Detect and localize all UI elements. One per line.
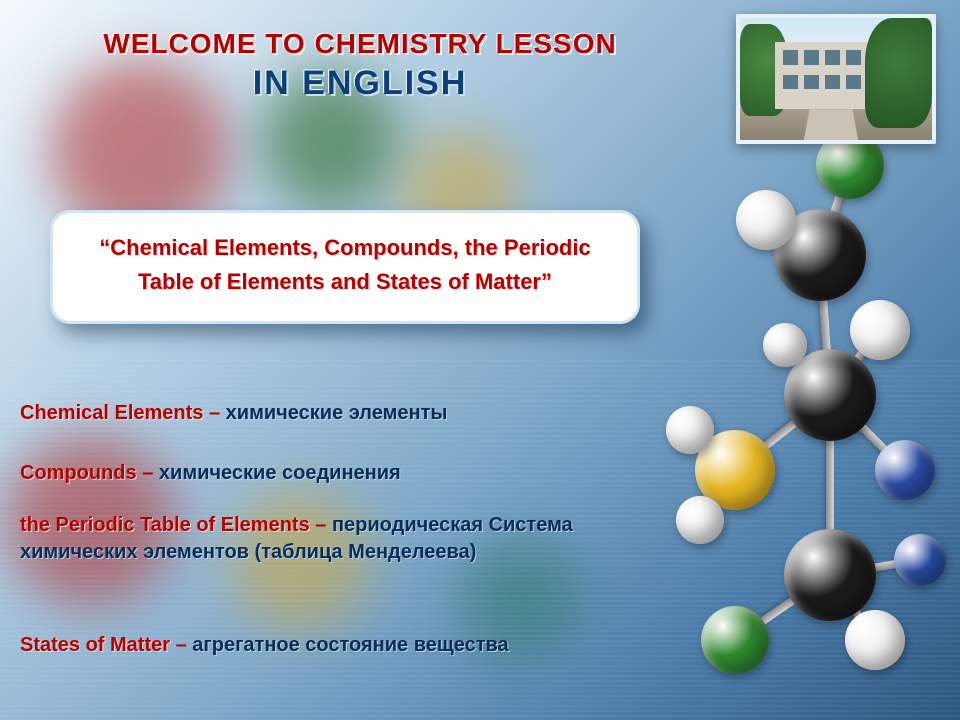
title-line1: WELCOME TO CHEMISTRY LESSON xyxy=(40,28,680,60)
vocab-en: Compounds xyxy=(20,462,137,484)
school-photo xyxy=(736,14,936,144)
vocab-line-2: Compounds – химические соединения xyxy=(20,460,660,487)
vocab-line-4: States of Matter – агрегатное состояние … xyxy=(20,632,660,659)
vocab-en: Chemical Elements xyxy=(20,402,203,424)
title-block: WELCOME TO CHEMISTRY LESSON IN ENGLISH xyxy=(40,28,680,103)
vocab-en: States of Matter xyxy=(20,634,170,656)
vocab-en: the Periodic Table of Elements xyxy=(20,514,310,536)
topic-text: “Chemical Elements, Compounds, the Perio… xyxy=(75,231,615,299)
topic-box: “Chemical Elements, Compounds, the Perio… xyxy=(50,210,640,324)
vocab-ru: химические элементы xyxy=(226,402,448,424)
vocab-line-3: the Periodic Table of Elements – периоди… xyxy=(20,512,660,566)
title-line2: IN ENGLISH xyxy=(40,64,680,103)
vocab-ru: химические соединения xyxy=(159,462,401,484)
vocab-ru: агрегатное состояние вещества xyxy=(192,634,508,656)
vocab-line-1: Chemical Elements – химические элементы xyxy=(20,400,660,427)
